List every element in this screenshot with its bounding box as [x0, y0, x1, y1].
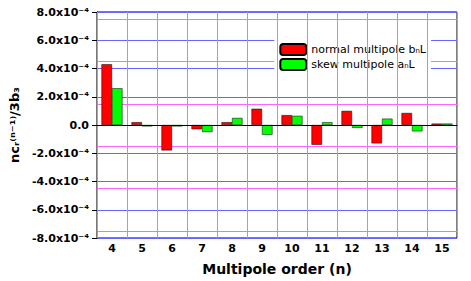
svg-text:6.0x10⁻⁴: 6.0x10⁻⁴ [36, 34, 89, 47]
svg-text:6: 6 [168, 242, 176, 255]
svg-text:8.0x10⁻⁴: 8.0x10⁻⁴ [36, 6, 89, 19]
svg-text:skew multipole aₙL: skew multipole aₙL [311, 58, 415, 71]
svg-text:7: 7 [198, 242, 206, 255]
svg-text:9: 9 [258, 242, 266, 255]
svg-text:5: 5 [138, 242, 146, 255]
svg-text:4.0x10⁻⁴: 4.0x10⁻⁴ [36, 62, 89, 75]
svg-text:0.0: 0.0 [69, 119, 89, 132]
svg-text:-6.0x10⁻⁴: -6.0x10⁻⁴ [32, 203, 89, 216]
svg-text:-2.0x10⁻⁴: -2.0x10⁻⁴ [32, 147, 89, 160]
svg-text:14: 14 [404, 242, 420, 255]
svg-text:4: 4 [108, 242, 116, 255]
svg-text:-4.0x10⁻⁴: -4.0x10⁻⁴ [32, 175, 89, 188]
svg-text:12: 12 [344, 242, 359, 255]
svg-text:Multipole order (n): Multipole order (n) [202, 261, 352, 277]
svg-text:-8.0x10⁻⁴: -8.0x10⁻⁴ [32, 232, 89, 245]
svg-text:15: 15 [434, 242, 449, 255]
svg-text:ncᵣ⁽ⁿ⁻¹⁾/3b₃: ncᵣ⁽ⁿ⁻¹⁾/3b₃ [7, 87, 22, 163]
svg-text:2.0x10⁻⁴: 2.0x10⁻⁴ [36, 90, 89, 103]
svg-text:normal multipole bₙL: normal multipole bₙL [311, 43, 427, 56]
svg-text:10: 10 [284, 242, 300, 255]
svg-text:11: 11 [314, 242, 329, 255]
svg-text:8: 8 [228, 242, 236, 255]
svg-text:13: 13 [374, 242, 389, 255]
